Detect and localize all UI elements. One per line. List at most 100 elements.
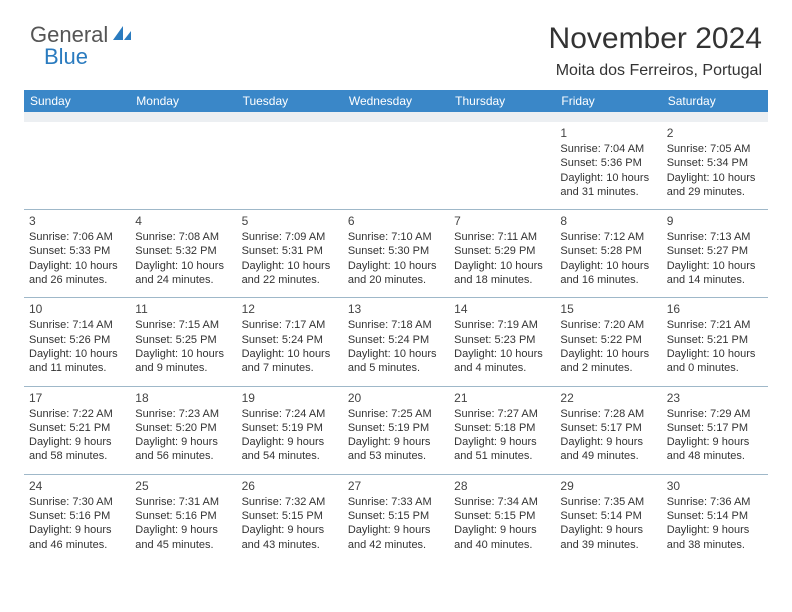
- detail-line: and 45 minutes.: [135, 538, 231, 552]
- detail-line: Sunset: 5:32 PM: [135, 244, 231, 258]
- day-cell: 20 Sunrise: 7:25 AMSunset: 5:19 PMDayligh…: [343, 387, 449, 474]
- detail-line: and 39 minutes.: [560, 538, 656, 552]
- day-cell: 27Sunrise: 7:33 AMSunset: 5:15 PMDayligh…: [343, 475, 449, 562]
- detail-line: Sunset: 5:17 PM: [560, 421, 656, 435]
- detail-line: and 53 minutes.: [348, 449, 444, 463]
- day-details: Sunrise: 7:25 AMSunset: 5:19 PMDaylight:…: [348, 407, 444, 464]
- detail-line: Sunset: 5:20 PM: [135, 421, 231, 435]
- detail-line: Sunset: 5:14 PM: [560, 509, 656, 523]
- detail-line: Daylight: 9 hours: [242, 435, 338, 449]
- detail-line: and 56 minutes.: [135, 449, 231, 463]
- day-cell: 19Sunrise: 7:24 AMSunset: 5:19 PMDayligh…: [237, 387, 343, 474]
- detail-line: Sunrise: 7:36 AM: [667, 495, 763, 509]
- detail-line: Sunset: 5:36 PM: [560, 156, 656, 170]
- day-number: 22: [560, 391, 656, 405]
- day-details: Sunrise: 7:17 AMSunset: 5:24 PMDaylight:…: [242, 318, 338, 375]
- day-details: Sunrise: 7:24 AMSunset: 5:19 PMDaylight:…: [242, 407, 338, 464]
- day-details: Sunrise: 7:29 AMSunset: 5:17 PMDaylight:…: [667, 407, 763, 464]
- detail-line: and 42 minutes.: [348, 538, 444, 552]
- day-number: 4: [135, 214, 231, 228]
- detail-line: Daylight: 10 hours: [29, 259, 125, 273]
- day-details: Sunrise: 7:21 AMSunset: 5:21 PMDaylight:…: [667, 318, 763, 375]
- day-cell: 15Sunrise: 7:20 AMSunset: 5:22 PMDayligh…: [555, 298, 661, 385]
- detail-line: Daylight: 9 hours: [348, 435, 444, 449]
- detail-line: Sunrise: 7:09 AM: [242, 230, 338, 244]
- detail-line: Daylight: 10 hours: [667, 171, 763, 185]
- detail-line: Daylight: 10 hours: [242, 259, 338, 273]
- empty-cell: [24, 122, 130, 209]
- day-number: 1: [560, 126, 656, 140]
- day-number: 25: [135, 479, 231, 493]
- detail-line: Sunrise: 7:06 AM: [29, 230, 125, 244]
- day-details: Sunrise: 7:04 AMSunset: 5:36 PMDaylight:…: [560, 142, 656, 199]
- day-details: Sunrise: 7:06 AMSunset: 5:33 PMDaylight:…: [29, 230, 125, 287]
- day-number: 28: [454, 479, 550, 493]
- detail-line: and 7 minutes.: [242, 361, 338, 375]
- detail-line: Sunrise: 7:30 AM: [29, 495, 125, 509]
- detail-line: Sunset: 5:16 PM: [135, 509, 231, 523]
- detail-line: Sunset: 5:18 PM: [454, 421, 550, 435]
- day-number: 5: [242, 214, 338, 228]
- detail-line: Daylight: 9 hours: [454, 523, 550, 537]
- day-cell: 14Sunrise: 7:19 AMSunset: 5:23 PMDayligh…: [449, 298, 555, 385]
- day-details: Sunrise: 7:14 AMSunset: 5:26 PMDaylight:…: [29, 318, 125, 375]
- detail-line: Sunset: 5:21 PM: [667, 333, 763, 347]
- detail-line: Sunrise: 7:05 AM: [667, 142, 763, 156]
- detail-line: Sunrise: 7:14 AM: [29, 318, 125, 332]
- detail-line: Sunset: 5:24 PM: [348, 333, 444, 347]
- detail-line: Sunset: 5:15 PM: [454, 509, 550, 523]
- detail-line: and 9 minutes.: [135, 361, 231, 375]
- empty-cell: [343, 122, 449, 209]
- day-number: 20: [348, 391, 444, 405]
- detail-line: and 22 minutes.: [242, 273, 338, 287]
- day-cell: 30Sunrise: 7:36 AMSunset: 5:14 PMDayligh…: [662, 475, 768, 562]
- detail-line: Sunset: 5:34 PM: [667, 156, 763, 170]
- day-number: 9: [667, 214, 763, 228]
- day-cell: 3Sunrise: 7:06 AMSunset: 5:33 PMDaylight…: [24, 210, 130, 297]
- detail-line: and 31 minutes.: [560, 185, 656, 199]
- location-label: Moita dos Ferreiros, Portugal: [556, 62, 762, 80]
- day-details: Sunrise: 7:33 AMSunset: 5:15 PMDaylight:…: [348, 495, 444, 552]
- detail-line: and 51 minutes.: [454, 449, 550, 463]
- day-number: 13: [348, 302, 444, 316]
- detail-line: Daylight: 10 hours: [242, 347, 338, 361]
- day-cell: 2 Sunrise: 7:05 AMSunset: 5:34 PMDaylight…: [662, 122, 768, 209]
- day-details: Sunrise: 7:13 AMSunset: 5:27 PMDaylight:…: [667, 230, 763, 287]
- header-spacer: [24, 112, 768, 122]
- day-cell: 1 Sunrise: 7:04 AMSunset: 5:36 PMDaylight…: [555, 122, 661, 209]
- detail-line: Sunrise: 7:12 AM: [560, 230, 656, 244]
- empty-cell: [130, 122, 236, 209]
- calendar: SundayMondayTuesdayWednesdayThursdayFrid…: [24, 90, 768, 562]
- detail-line: Sunset: 5:21 PM: [29, 421, 125, 435]
- day-details: Sunrise: 7:35 AMSunset: 5:14 PMDaylight:…: [560, 495, 656, 552]
- empty-cell: [237, 122, 343, 209]
- day-cell: 21Sunrise: 7:27 AMSunset: 5:18 PMDayligh…: [449, 387, 555, 474]
- detail-line: Daylight: 10 hours: [667, 347, 763, 361]
- day-header: Wednesday: [343, 90, 449, 112]
- day-details: Sunrise: 7:34 AMSunset: 5:15 PMDaylight:…: [454, 495, 550, 552]
- detail-line: Sunset: 5:30 PM: [348, 244, 444, 258]
- detail-line: Daylight: 9 hours: [560, 435, 656, 449]
- day-number: 29: [560, 479, 656, 493]
- detail-line: Sunrise: 7:20 AM: [560, 318, 656, 332]
- day-number: 2: [667, 126, 763, 140]
- detail-line: Sunrise: 7:15 AM: [135, 318, 231, 332]
- calendar-week: 24 Sunrise: 7:30 AM Sunset: 5:16 PM Dayligh…: [24, 475, 768, 562]
- day-details: Sunrise: 7:10 AMSunset: 5:30 PMDaylight:…: [348, 230, 444, 287]
- calendar-week: 10Sunrise: 7:14 AMSunset: 5:26 PMDayligh…: [24, 298, 768, 386]
- day-cell: 7Sunrise: 7:11 AMSunset: 5:29 PMDaylight…: [449, 210, 555, 297]
- detail-line: Sunrise: 7:11 AM: [454, 230, 550, 244]
- detail-line: Sunset: 5:15 PM: [348, 509, 444, 523]
- detail-line: Sunset: 5:26 PM: [29, 333, 125, 347]
- detail-line: Daylight: 9 hours: [135, 435, 231, 449]
- day-number: 7: [454, 214, 550, 228]
- detail-line: Daylight: 10 hours: [560, 259, 656, 273]
- day-number: 24: [29, 479, 125, 493]
- detail-line: Sunrise: 7:13 AM: [667, 230, 763, 244]
- day-cell: 6Sunrise: 7:10 AMSunset: 5:30 PMDaylight…: [343, 210, 449, 297]
- detail-line: and 49 minutes.: [560, 449, 656, 463]
- day-number: 23: [667, 391, 763, 405]
- detail-line: Sunrise: 7:34 AM: [454, 495, 550, 509]
- detail-line: Daylight: 9 hours: [29, 435, 125, 449]
- day-number: 8: [560, 214, 656, 228]
